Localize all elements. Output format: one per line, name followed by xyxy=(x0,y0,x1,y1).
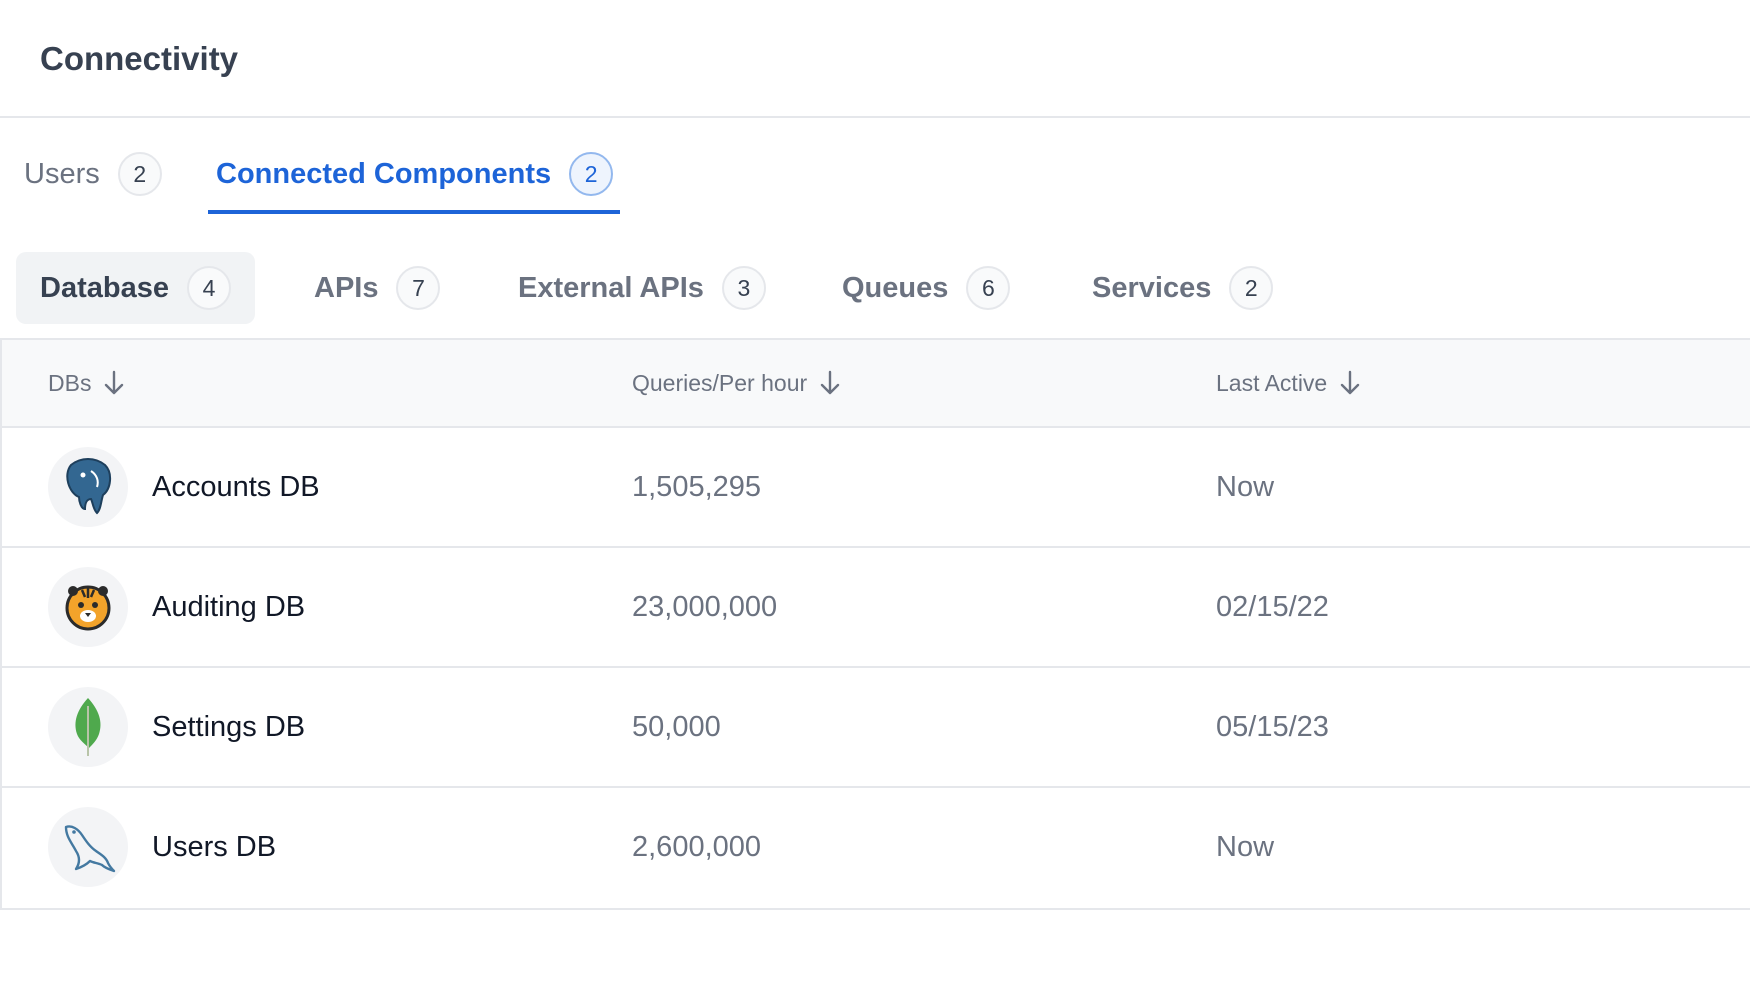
tab-users[interactable]: Users 2 xyxy=(24,152,162,196)
subtab-label: External APIs xyxy=(518,271,704,304)
subtab-label: Queues xyxy=(842,271,949,304)
table-row[interactable]: Settings DB 50,000 05/15/23 xyxy=(2,668,1750,788)
sort-arrow-down-icon xyxy=(820,370,840,395)
subtab-queues[interactable]: Queues 6 xyxy=(842,252,1011,324)
last-active-cell: 02/15/22 xyxy=(1216,590,1329,623)
subtab-services[interactable]: Services 2 xyxy=(1092,252,1274,324)
queries-cell: 2,600,000 xyxy=(632,830,762,863)
queries-cell: 1,505,295 xyxy=(632,470,762,503)
subtab-label: Services xyxy=(1092,271,1212,304)
tab-connected-components[interactable]: Connected Components 2 xyxy=(216,152,614,196)
column-header-queries[interactable]: Queries/Per hour xyxy=(632,340,841,426)
mongodb-leaf-icon xyxy=(48,687,128,767)
count-badge: 3 xyxy=(721,266,766,310)
page-title: Connectivity xyxy=(40,40,239,77)
table-header: DBs Queries/Per hour Last Active xyxy=(2,340,1750,428)
last-active-cell: 05/15/23 xyxy=(1216,710,1329,743)
db-name-cell: Accounts DB xyxy=(48,428,320,546)
subtab-external-apis[interactable]: External APIs 3 xyxy=(518,252,766,324)
table-row[interactable]: Auditing DB 23,000,000 02/15/22 xyxy=(2,548,1750,668)
db-name-cell: Auditing DB xyxy=(48,548,305,666)
db-name-cell: Users DB xyxy=(48,788,276,906)
count-badge: 2 xyxy=(1229,266,1274,310)
subtab-database[interactable]: Database 4 xyxy=(16,252,255,324)
table-row[interactable]: Accounts DB 1,505,295 Now xyxy=(2,428,1750,548)
last-active-cell: Now xyxy=(1216,830,1275,863)
column-label: Queries/Per hour xyxy=(632,369,808,396)
subtab-label: APIs xyxy=(314,271,379,304)
column-label: Last Active xyxy=(1216,369,1328,396)
column-header-dbs[interactable]: DBs xyxy=(48,340,125,426)
tab-label: Users xyxy=(24,157,100,190)
last-active-cell: Now xyxy=(1216,470,1275,503)
count-badge: 2 xyxy=(569,152,614,196)
sort-arrow-down-icon xyxy=(1341,370,1360,395)
tab-label: Connected Components xyxy=(216,157,552,190)
db-name: Accounts DB xyxy=(152,470,320,503)
sort-arrow-down-icon xyxy=(105,370,124,395)
count-badge: 2 xyxy=(117,152,162,196)
db-name: Users DB xyxy=(152,830,277,863)
mysql-dolphin-icon xyxy=(48,807,128,887)
page-header: Connectivity xyxy=(0,0,1750,118)
count-badge: 6 xyxy=(966,266,1011,310)
queries-cell: 50,000 xyxy=(632,710,721,743)
queries-cell: 23,000,000 xyxy=(632,590,778,623)
db-name: Settings DB xyxy=(152,710,306,743)
active-tab-indicator xyxy=(208,210,620,214)
table-row[interactable]: Users DB 2,600,000 Now xyxy=(2,788,1750,908)
count-badge: 4 xyxy=(186,266,231,310)
column-label: DBs xyxy=(48,369,92,396)
count-badge: 7 xyxy=(396,266,441,310)
subtab-label: Database xyxy=(40,271,169,304)
db-table: DBs Queries/Per hour Last Active Account… xyxy=(0,338,1750,910)
subtab-apis[interactable]: APIs 7 xyxy=(314,252,441,324)
db-name: Auditing DB xyxy=(152,590,306,623)
db-name-cell: Settings DB xyxy=(48,668,305,786)
column-header-last-active[interactable]: Last Active xyxy=(1216,340,1361,426)
postgresql-icon xyxy=(48,447,128,527)
tiger-icon xyxy=(48,567,128,647)
